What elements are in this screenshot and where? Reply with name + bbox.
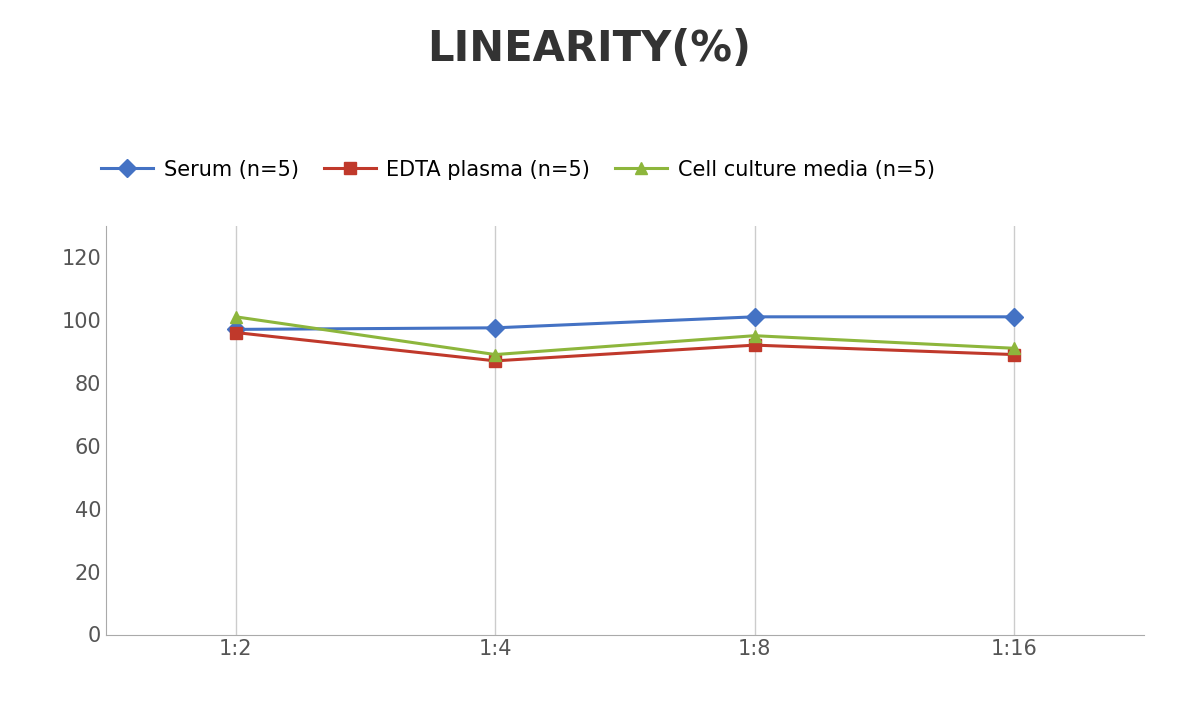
EDTA plasma (n=5) [1007,350,1021,359]
Line: EDTA plasma (n=5): EDTA plasma (n=5) [230,326,1020,367]
Serum (n=5) [747,312,762,321]
Line: Cell culture media (n=5): Cell culture media (n=5) [230,311,1020,361]
Text: LINEARITY(%): LINEARITY(%) [428,28,751,70]
Legend: Serum (n=5), EDTA plasma (n=5), Cell culture media (n=5): Serum (n=5), EDTA plasma (n=5), Cell cul… [93,152,943,188]
Serum (n=5) [488,324,502,332]
Cell culture media (n=5) [1007,344,1021,352]
EDTA plasma (n=5) [747,341,762,350]
Serum (n=5) [229,325,243,333]
EDTA plasma (n=5) [229,329,243,337]
Cell culture media (n=5) [747,331,762,340]
Line: Serum (n=5): Serum (n=5) [230,311,1020,336]
Cell culture media (n=5) [488,350,502,359]
EDTA plasma (n=5) [488,357,502,365]
Serum (n=5) [1007,312,1021,321]
Cell culture media (n=5) [229,312,243,321]
